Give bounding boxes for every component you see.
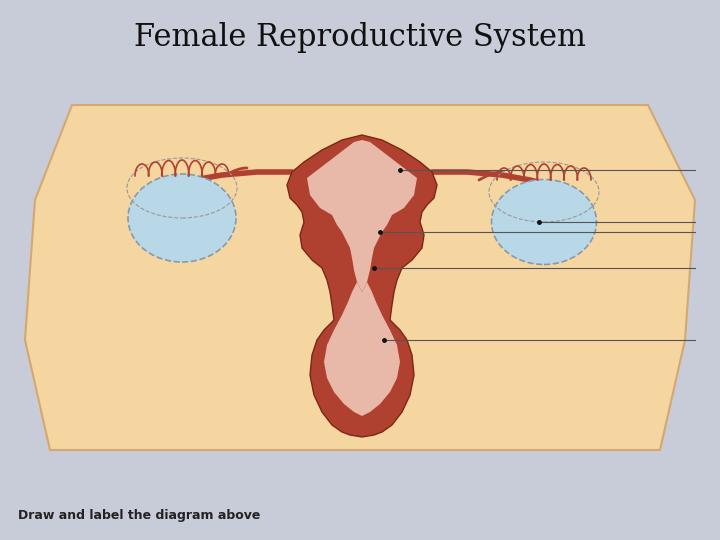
Polygon shape: [324, 282, 400, 416]
Ellipse shape: [492, 179, 596, 265]
Polygon shape: [307, 140, 417, 292]
Polygon shape: [287, 135, 437, 437]
Text: Draw and label the diagram above: Draw and label the diagram above: [18, 509, 261, 522]
Polygon shape: [25, 105, 695, 450]
Text: Female Reproductive System: Female Reproductive System: [134, 22, 586, 53]
Ellipse shape: [128, 174, 236, 262]
